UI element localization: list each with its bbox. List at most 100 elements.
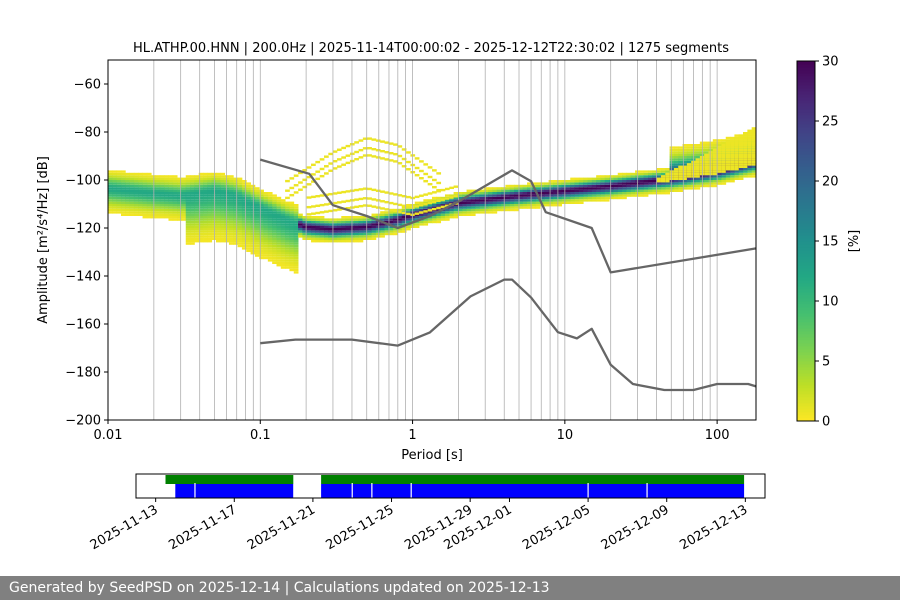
colorbar-cell [797, 388, 815, 392]
colorbar-cell [797, 268, 815, 272]
colorbar-cell [797, 73, 815, 77]
timeline-tick-label: 2025-11-13 [88, 502, 161, 553]
colorbar-cell [797, 328, 815, 332]
colorbar-cell [797, 91, 815, 95]
x-axis-label: Period [s] [401, 448, 463, 463]
colorbar-cell [797, 397, 815, 401]
y-tick-label: −200 [65, 414, 101, 429]
timeline-tick-label: 2025-12-09 [599, 502, 672, 553]
colorbar-cell [797, 85, 815, 89]
colorbar-cell [797, 307, 815, 311]
colorbar-tick-label: 30 [822, 55, 839, 70]
colorbar-cell [797, 238, 815, 242]
colorbar-cell [797, 313, 815, 317]
colorbar-cell [797, 130, 815, 134]
colorbar-cell [797, 337, 815, 341]
colorbar-cell [797, 319, 815, 323]
lower-guide-line [260, 278, 757, 392]
colorbar-cell [797, 199, 815, 203]
colorbar-cell [797, 346, 815, 350]
colorbar-cell [797, 241, 815, 245]
colorbar-cell [797, 88, 815, 92]
colorbar-cell [797, 157, 815, 161]
timeline-tick-label: 2025-11-17 [166, 502, 239, 553]
y-tick-label: −100 [65, 174, 101, 189]
colorbar-cell [797, 382, 815, 386]
colorbar-cell [797, 358, 815, 362]
colorbar-cell [797, 277, 815, 281]
y-tick-label: −60 [74, 78, 101, 93]
colorbar-tick-label: 5 [822, 355, 830, 370]
colorbar-cell [797, 181, 815, 185]
colorbar-cell [797, 61, 815, 65]
colorbar-cell [797, 322, 815, 326]
axis-ticks: −200 −180 −160 −140 −120 −100 −80 −60 0.01 0.1 1 10… [65, 78, 729, 444]
colorbar-cell [797, 193, 815, 197]
colorbar-tick-label: 10 [822, 295, 839, 310]
colorbar: 0 5 10 15 20 25 30 [%] [796, 55, 862, 430]
colorbar-cell [797, 223, 815, 227]
colorbar-cell [797, 229, 815, 233]
colorbar-cell [797, 265, 815, 269]
colorbar-cell [797, 121, 815, 125]
colorbar-cell [797, 76, 815, 80]
colorbar-cell [797, 163, 815, 167]
colorbar-cell [797, 274, 815, 278]
colorbar-cell [797, 148, 815, 152]
colorbar-cell [797, 286, 815, 290]
colorbar-cell [797, 220, 815, 224]
colorbar-cell [797, 103, 815, 107]
footer: Generated by SeedPSD on 2025-12-14 | Cal… [0, 576, 900, 600]
colorbar-cell [797, 124, 815, 128]
colorbar-cell [797, 94, 815, 98]
psd-density-heatmap [108, 127, 757, 274]
y-axis-label: Amplitude [m²/s⁴/Hz] [dB] [36, 156, 51, 324]
colorbar-cell [797, 196, 815, 200]
colorbar-cell [797, 67, 815, 71]
colorbar-cell [797, 343, 815, 347]
colorbar-cell [797, 82, 815, 86]
colorbar-cell [797, 370, 815, 374]
y-tick-label: −140 [65, 270, 101, 285]
colorbar-cell [797, 172, 815, 176]
timeline-frame [135, 473, 766, 499]
timeline-tick-label: 2025-12-13 [677, 502, 750, 553]
colorbar-cell [797, 244, 815, 248]
colorbar-cell [797, 325, 815, 329]
colorbar-tick-label: 15 [822, 235, 839, 250]
colorbar-cell [797, 355, 815, 359]
colorbar-cell [797, 352, 815, 356]
colorbar-cell [797, 100, 815, 104]
colorbar-cell [797, 145, 815, 149]
colorbar-cell [797, 226, 815, 230]
colorbar-cell [797, 64, 815, 68]
colorbar-cell [797, 214, 815, 218]
colorbar-cell [797, 403, 815, 407]
colorbar-cell [797, 394, 815, 398]
y-tick-label: −180 [65, 366, 101, 381]
timeline-tick-label: 2025-11-21 [245, 502, 318, 553]
colorbar-cell [797, 298, 815, 302]
colorbar-cell [797, 391, 815, 395]
colorbar-cell [797, 364, 815, 368]
colorbar-cell [797, 409, 815, 413]
colorbar-cell [797, 205, 815, 209]
colorbar-cell [797, 310, 815, 314]
colorbar-cell [797, 142, 815, 146]
colorbar-cell [797, 301, 815, 305]
colorbar-cell [797, 154, 815, 158]
colorbar-cell [797, 253, 815, 257]
colorbar-cell [797, 334, 815, 338]
colorbar-label: [%] [847, 230, 862, 253]
colorbar-tick-label: 25 [822, 115, 839, 130]
upper-guide-line [259, 158, 757, 274]
colorbar-cell [797, 151, 815, 155]
colorbar-cell [797, 418, 815, 422]
colorbar-cell [797, 127, 815, 131]
colorbar-cell [797, 415, 815, 419]
colorbar-cell [797, 283, 815, 287]
colorbar-cell [797, 106, 815, 110]
colorbar-cell [797, 133, 815, 137]
colorbar-cell [797, 331, 815, 335]
colorbar-cell [797, 109, 815, 113]
